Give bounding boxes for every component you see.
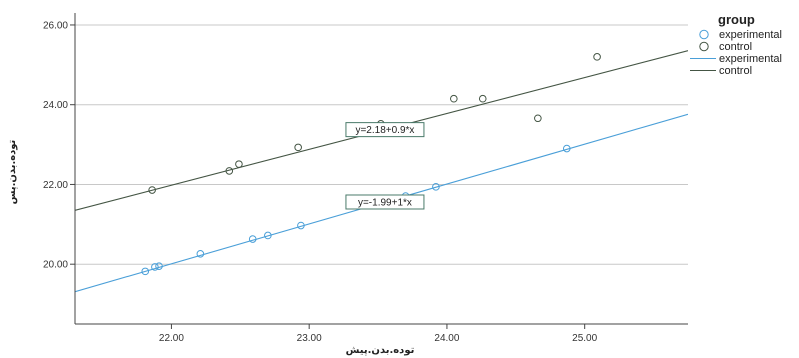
data-points bbox=[141, 53, 601, 276]
point-experimental bbox=[297, 221, 305, 230]
point-experimental bbox=[151, 263, 159, 271]
y-tick-label: 20.00 bbox=[43, 260, 68, 271]
legend-marker-experimental bbox=[699, 29, 709, 40]
fit-equation-text: y=-1.99+1*x bbox=[358, 197, 412, 208]
y-tick-label: 26.00 bbox=[43, 20, 68, 31]
fit-equation-control: y=2.18+0.9*x bbox=[345, 122, 425, 138]
legend: group experimentalcontrolexperimentalcon… bbox=[690, 12, 782, 77]
y-axis-title: توده.بدن.پس bbox=[7, 139, 18, 204]
point-experimental bbox=[141, 267, 150, 276]
point-experimental bbox=[562, 144, 571, 153]
x-axis-title: توده.بدن.پیش bbox=[346, 345, 415, 356]
point-control bbox=[593, 53, 601, 61]
x-tick-label: 24.00 bbox=[434, 333, 459, 344]
legend-label-experimental: experimental bbox=[719, 29, 782, 41]
point-experimental bbox=[196, 250, 205, 258]
fit-equation-experimental: y=-1.99+1*x bbox=[345, 194, 425, 210]
legend-title: group bbox=[718, 12, 755, 27]
x-tick-label: 25.00 bbox=[572, 333, 597, 344]
y-tick-label: 24.00 bbox=[43, 100, 68, 111]
point-control bbox=[225, 167, 234, 175]
point-control bbox=[534, 114, 542, 123]
fit-equation-box bbox=[345, 194, 425, 210]
fit-equation-labels: y=-1.99+1*x y=2.18+0.9*x bbox=[345, 122, 425, 210]
point-control bbox=[235, 160, 243, 168]
point-control bbox=[450, 94, 458, 103]
x-tick-label: 23.00 bbox=[297, 333, 322, 344]
fit-lines bbox=[75, 50, 688, 293]
fit-equation-text: y=2.18+0.9*x bbox=[355, 125, 414, 136]
point-control bbox=[478, 94, 487, 103]
point-experimental bbox=[264, 231, 272, 240]
x-tick-label: 22.00 bbox=[159, 333, 184, 344]
point-experimental bbox=[248, 235, 257, 243]
point-experimental bbox=[432, 183, 440, 191]
point-control bbox=[148, 186, 156, 194]
axes: 20.00 22.00 24.00 26.00 22.00 23.00 24.00 25.00 bbox=[43, 13, 688, 344]
legend-label-control: control bbox=[719, 41, 752, 53]
legend-marker-control bbox=[699, 41, 709, 52]
legend-label-control: control bbox=[719, 65, 752, 77]
point-experimental bbox=[155, 262, 163, 270]
legend-label-experimental: experimental bbox=[719, 53, 782, 65]
y-tick-label: 22.00 bbox=[43, 180, 68, 191]
point-control bbox=[294, 143, 302, 152]
gridlines bbox=[75, 24, 688, 265]
fit-equation-box bbox=[345, 122, 425, 138]
